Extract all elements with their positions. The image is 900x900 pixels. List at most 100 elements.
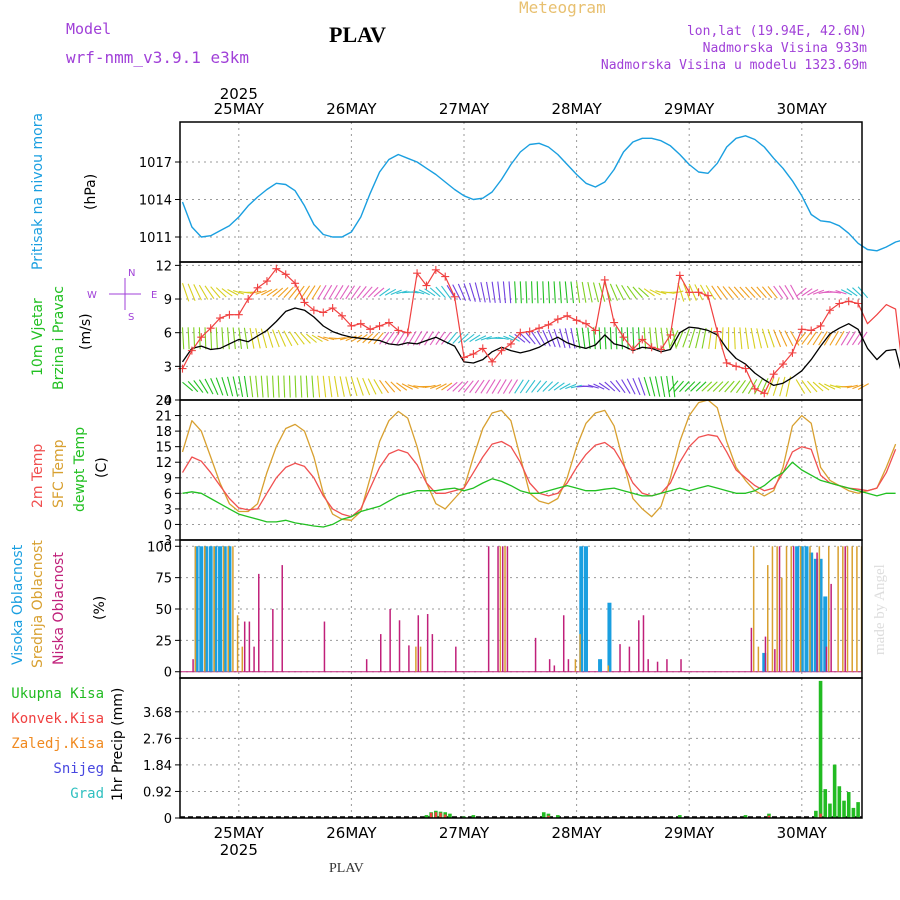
wind-arrow xyxy=(457,283,467,301)
model-label: Model xyxy=(66,20,112,38)
wind-arrow xyxy=(637,327,641,350)
conv-precip-bar xyxy=(439,812,442,818)
low-cloud-bar xyxy=(243,621,246,672)
high-cloud-bar xyxy=(218,546,223,672)
wind-gust-marker xyxy=(619,333,628,342)
wind-arrow xyxy=(564,328,571,349)
low-cloud-bar xyxy=(426,614,429,672)
wind-arrow xyxy=(390,289,402,295)
wind-arrow xyxy=(469,282,476,302)
wind-arrow xyxy=(519,379,530,394)
wind-arrow xyxy=(531,331,541,346)
wind-arrow xyxy=(621,379,631,394)
mid-cloud-bar xyxy=(799,546,802,672)
wind-arrow xyxy=(835,330,845,346)
wind-gust-marker xyxy=(478,344,487,353)
low-cloud-bar xyxy=(192,659,194,672)
wind-gust-marker xyxy=(816,321,825,330)
wind-arrow xyxy=(407,384,419,389)
wind-arrow xyxy=(356,286,367,299)
wind-arrow xyxy=(733,327,736,350)
wind-arrow xyxy=(669,330,679,347)
wind-arrow xyxy=(491,379,502,394)
wind-arrow xyxy=(288,375,291,398)
wind-arrow xyxy=(266,328,274,348)
wind-arrow xyxy=(649,376,656,397)
panel-frame xyxy=(179,399,863,541)
wind-arrow xyxy=(564,281,568,304)
wind-arrow xyxy=(306,333,317,343)
wind-arrow xyxy=(807,288,819,296)
wind-arrow xyxy=(649,289,661,296)
wind-arrow xyxy=(249,327,255,349)
low-cloud-bar xyxy=(656,661,659,672)
wind-arrow xyxy=(519,281,522,304)
wind-arrow xyxy=(474,379,485,394)
wind-arrow xyxy=(745,286,756,298)
wind-arrow xyxy=(226,327,230,350)
mid-cloud-bar xyxy=(499,546,502,672)
wind-arrow xyxy=(531,281,533,304)
y-tick-label: -3 xyxy=(159,534,172,549)
wind-arrow xyxy=(395,331,406,346)
marks-layer xyxy=(109,135,900,818)
wind-arrow xyxy=(210,378,219,396)
wind-arrow xyxy=(840,331,851,346)
bottom-date-label: 27MAY xyxy=(439,824,490,842)
pressure-line xyxy=(181,135,900,252)
frame-layer xyxy=(175,121,863,819)
wind-arrow xyxy=(215,287,227,298)
compass-s-label: S xyxy=(128,312,134,323)
y-tick-label: 9 xyxy=(164,293,172,308)
wind-arrow xyxy=(778,329,788,347)
wind-arrow xyxy=(553,328,561,348)
wind-arrow xyxy=(779,376,786,397)
wind-arrow xyxy=(582,385,594,388)
wind-arrow xyxy=(547,281,551,304)
mid-cloud-bar xyxy=(767,565,769,672)
footer-station: PLAV xyxy=(329,861,364,876)
wind-arrow xyxy=(609,380,621,393)
wind-arrow xyxy=(424,384,436,389)
top-date-label: 27MAY xyxy=(439,100,490,118)
wind-arrow xyxy=(666,375,671,398)
mid-cloud-bar xyxy=(776,546,778,672)
wind-arrow xyxy=(559,328,566,349)
wind-gust-marker xyxy=(319,308,328,317)
high-cloud-bar xyxy=(583,546,588,672)
wind-arrow xyxy=(491,281,496,303)
wind-arrow xyxy=(260,328,268,349)
wind-gust-marker xyxy=(309,306,318,315)
dewpt-temp-line xyxy=(182,461,896,528)
wind-gust-marker xyxy=(244,295,253,304)
wind-arrow xyxy=(598,327,602,350)
low-cloud-bar xyxy=(567,659,570,672)
wind-arrow xyxy=(824,383,836,390)
wind-arrow xyxy=(289,331,299,346)
mid-cloud-bar xyxy=(227,546,229,672)
wind-arrow xyxy=(581,327,586,350)
wind-arrow xyxy=(210,286,221,299)
wind-gust-marker xyxy=(694,288,703,297)
wind-arrow xyxy=(807,380,818,393)
wind-arrow xyxy=(221,377,229,397)
wind-gust-marker xyxy=(366,325,375,334)
wind-gust-marker xyxy=(825,306,834,315)
wind-arrow xyxy=(812,289,825,295)
wind-gust-marker xyxy=(535,324,544,333)
wind-arrow xyxy=(592,282,599,303)
wind-arrow xyxy=(182,381,193,392)
wind-arrow xyxy=(835,290,847,295)
wind-arrow xyxy=(198,379,209,394)
wind-arrow xyxy=(204,327,207,350)
wind-arrow xyxy=(503,335,515,341)
low-cloud-bar xyxy=(562,615,565,672)
wind-arrow xyxy=(536,281,539,304)
wind-arrow xyxy=(480,379,491,394)
low-cloud-bar xyxy=(272,609,274,672)
wind-arrow xyxy=(277,287,289,298)
wind-gust-marker xyxy=(779,360,788,369)
y-tick-label: 100 xyxy=(147,540,172,555)
wind-arrow xyxy=(812,331,823,346)
mid-cloud-bar xyxy=(837,546,839,672)
